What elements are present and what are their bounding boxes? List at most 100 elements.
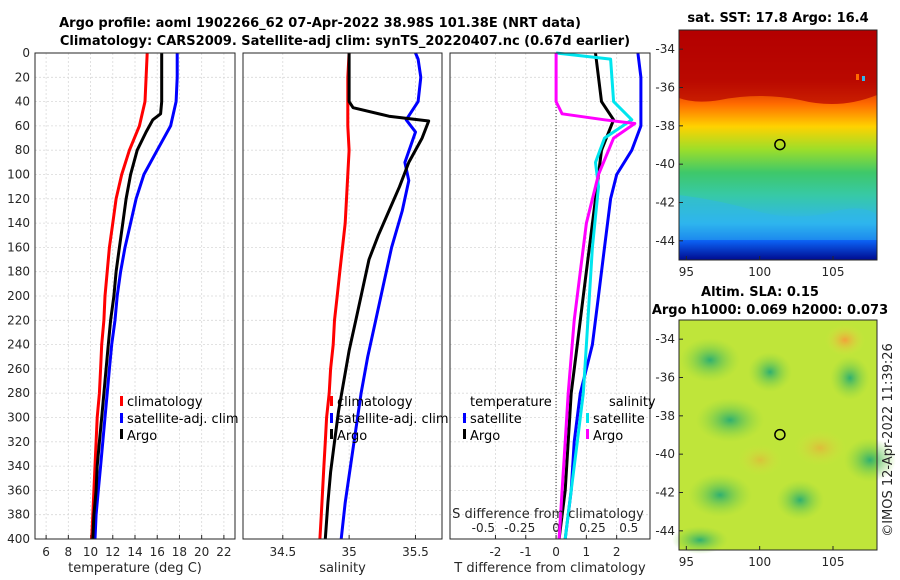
sla-eddy [748, 352, 792, 392]
legend-swatch-t-argo [463, 429, 466, 439]
sst-pixel [856, 74, 859, 80]
sla-eddy [844, 438, 896, 482]
difference-legend: temperature satellite Argo salinity sate… [463, 395, 656, 444]
argo-location-marker [774, 428, 786, 441]
x-tick-label: 14 [127, 545, 142, 559]
depth-tick-label: 120 [7, 192, 30, 206]
map-x-tick-label: 95 [679, 265, 694, 279]
depth-tick-label: 260 [7, 362, 30, 376]
s-tick-label: 0.5 [619, 521, 638, 535]
map-y-tick-label: -36 [655, 81, 675, 95]
series-line-t-satellite [563, 52, 643, 540]
sla-map-title: Altim. SLA: 0.15 [701, 285, 819, 300]
x-tick-label: 20 [194, 545, 209, 559]
x-tick-label: 35.5 [402, 545, 429, 559]
credit-text: ©IMOS 12-Apr-2022 11:39:26 [881, 343, 896, 537]
map-x-tick-label: 100 [748, 265, 771, 279]
s-tick-label: -0.5 [472, 521, 495, 535]
legend-label-climatology: climatology [127, 395, 203, 410]
legend-label-t-argo: Argo [470, 429, 500, 444]
legend-label-s-satellite: satellite [593, 412, 645, 427]
x-tick-label: 0 [552, 545, 560, 559]
map-frame [678, 29, 878, 261]
depth-tick-label: 300 [7, 411, 30, 425]
series-line-s-satellite [555, 51, 634, 540]
depth-tick-label: 60 [15, 119, 30, 133]
map-y-tick-label: -44 [655, 234, 675, 248]
temperature-panel: 0 20 40 60 80 100 120 140 160 180 200 220 240 260 280 3… [7, 46, 236, 576]
depth-tick-label: 240 [7, 338, 30, 352]
series-line-t-argo [557, 52, 616, 540]
x-axis-label: temperature (deg C) [68, 561, 202, 576]
map-y-tick-label: -36 [655, 371, 675, 385]
x-tick-label: 16 [150, 545, 165, 559]
argo-location-marker [774, 138, 786, 151]
legend-swatch-argo [330, 429, 333, 439]
sla-eddy [696, 398, 764, 442]
x-tick-label: 12 [105, 545, 120, 559]
axes-frame [34, 52, 236, 540]
x-tick-label: 34.5 [269, 545, 296, 559]
difference-panel: -2 -1 0 1 2 -0.5 -0.25 0 0.25 0.5 T difference fro… [449, 51, 651, 576]
depth-tick-label: 180 [7, 265, 30, 279]
figure-title-line2: Climatology: CARS2009. Satellite-adj cli… [60, 34, 630, 49]
legend-label-satellite: satellite-adj. clim [127, 412, 239, 427]
map-x-tick-label: 100 [748, 555, 771, 569]
map-x-tick-label: 105 [822, 265, 845, 279]
map-frame [678, 319, 878, 551]
sla-high [825, 324, 865, 356]
sla-eddy [776, 480, 824, 520]
sla-map: 95 100 105 -34 -36 -38 -40 -42 -44 [655, 319, 896, 569]
legend-title-salinity: salinity [609, 395, 656, 410]
depth-tick-label: 200 [7, 289, 30, 303]
series-line-argo [91, 53, 164, 540]
salinity-legend: climatology satellite-adj. clim Argo [330, 395, 449, 444]
sla-high [738, 444, 782, 476]
legend-swatch-satellite [330, 413, 333, 423]
s-tick-label: 0.25 [579, 521, 606, 535]
sst-map-title: sat. SST: 17.8 Argo: 16.4 [687, 11, 868, 26]
sst-pixel [862, 76, 865, 81]
map-x-tick-label: 105 [822, 555, 845, 569]
depth-tick-label: 400 [7, 532, 30, 546]
depth-tick-label: 100 [7, 168, 30, 182]
x-tick-label: -2 [489, 545, 501, 559]
series-line-satellite-adj-clim [339, 52, 423, 540]
axes-frame [242, 52, 443, 540]
legend-label-satellite: satellite-adj. clim [337, 412, 449, 427]
map-y-tick-label: -42 [655, 486, 675, 500]
sst-map: 95 100 105 -34 -36 -38 -40 -42 -44 [655, 29, 878, 279]
legend-label-argo: Argo [337, 429, 367, 444]
legend-title-temperature: temperature [470, 395, 552, 410]
legend-label-s-argo: Argo [593, 429, 623, 444]
x-tick-label: 8 [65, 545, 73, 559]
x-tick-label: 35 [341, 545, 356, 559]
depth-tick-label: 20 [15, 70, 30, 84]
depth-tick-label: 280 [7, 386, 30, 400]
legend-swatch-climatology [120, 396, 123, 406]
x-tick-label: 18 [172, 545, 187, 559]
sla-eddy [680, 338, 740, 382]
map-y-tick-label: -42 [655, 196, 675, 210]
legend-swatch-satellite [120, 413, 123, 423]
depth-tick-label: 160 [7, 240, 30, 254]
map-y-tick-label: -38 [655, 119, 675, 133]
sla-high [794, 430, 846, 466]
depth-tick-label: 220 [7, 313, 30, 327]
x-tick-label: 22 [216, 545, 231, 559]
depth-tick-label: 80 [15, 143, 30, 157]
s-difference-axis-label: S difference from climatology [452, 507, 644, 522]
sst-warm-region [679, 30, 877, 104]
temperature-legend: climatology satellite-adj. clim Argo [120, 395, 239, 444]
series-line-argo [323, 53, 431, 540]
legend-label-climatology: climatology [337, 395, 413, 410]
map-y-tick-label: -38 [655, 409, 675, 423]
map-x-tick-label: 95 [679, 555, 694, 569]
legend-label-t-satellite: satellite [470, 412, 522, 427]
s-tick-label: -0.25 [504, 521, 535, 535]
salinity-panel: 34.5 35 35.5 salinity [242, 52, 443, 576]
x-tick-label: 10 [83, 545, 98, 559]
legend-swatch-t-satellite [463, 413, 466, 423]
sst-cool-region [679, 195, 877, 240]
